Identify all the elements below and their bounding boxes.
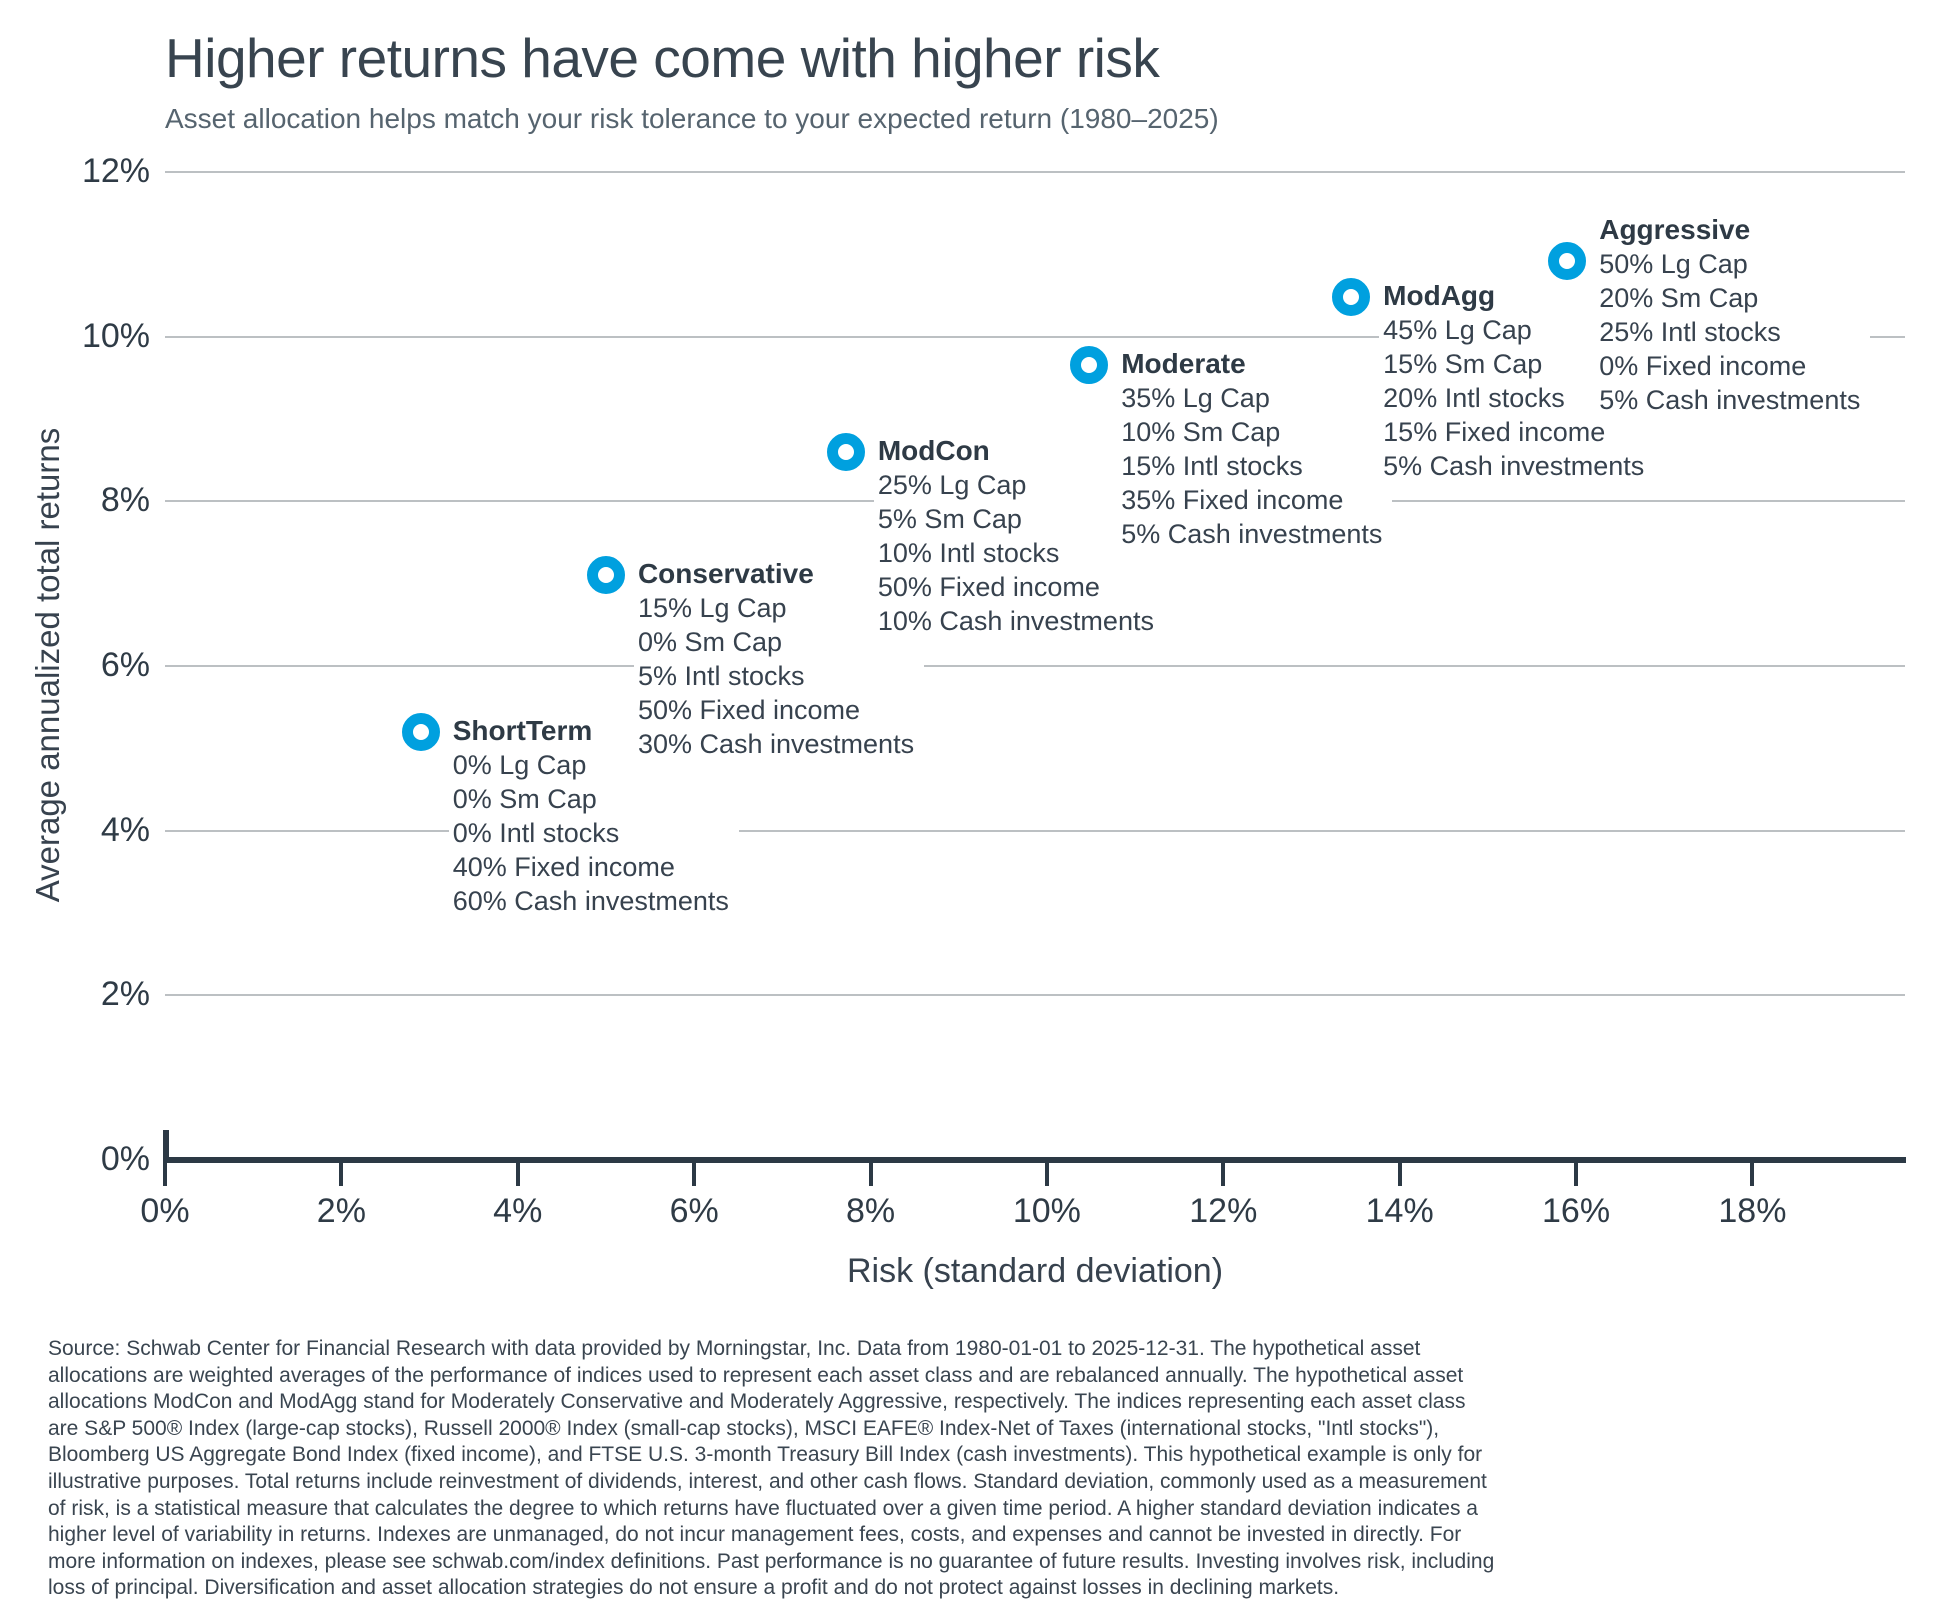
allocation-line: 10% Intl stocks [877,537,1060,568]
x-tick-0pct [163,1163,167,1186]
point-name: Conservative [637,558,814,590]
allocation-line: 40% Fixed income [452,851,675,882]
data-point-moderate [1070,346,1109,385]
point-name: Aggressive [1599,213,1751,245]
x-tick-label-8pct: 8% [845,1192,896,1230]
point-name: Moderate [1121,348,1246,380]
x-tick-label-0pct: 0% [140,1192,190,1230]
footnote: Source: Schwab Center for Financial Rese… [48,1337,1495,1600]
allocation-line: 0% Lg Cap [452,749,587,780]
allocation-line: 50% Lg Cap [1599,248,1748,279]
allocation-line: 10% Sm Cap [1121,417,1281,448]
x-tick-label-18pct: 18% [1718,1192,1787,1230]
allocation-line: 25% Lg Cap [877,469,1027,500]
y-tick-label-8pct: 8% [100,481,150,520]
gridline-12pct [165,171,1905,173]
x-tick-10pct [1044,1163,1049,1186]
x-tick-label-4pct: 4% [493,1192,543,1230]
x-axis-corner-stub [163,1130,169,1160]
plot-area: Average annualized total returns Risk (s… [29,152,1906,1290]
data-point-aggressive [1548,241,1587,280]
point-label-aggressive: Aggressive 50% Lg Cap 20% Sm Cap 25% Intl s… [1595,212,1871,419]
allocation-line: 10% Cash investments [877,605,1154,636]
x-tick-4pct [515,1163,520,1186]
allocation-line: 50% Fixed income [637,695,861,726]
x-tick-2pct [339,1163,344,1186]
allocation-line: 0% Sm Cap [637,627,782,658]
data-point-conservative [586,556,625,595]
allocation-line: 5% Cash investments [1383,451,1645,482]
allocation-line: 5% Cash investments [1599,384,1861,415]
y-tick-label-4pct: 4% [100,810,150,849]
x-axis-title: Risk (standard deviation) [846,1252,1224,1290]
y-tick-label-0pct: 0% [100,1140,150,1178]
allocation-line: 5% Intl stocks [637,661,805,692]
allocation-line: 35% Fixed income [1121,485,1344,516]
x-tick-label-6pct: 6% [669,1192,719,1230]
allocation-line: 60% Cash investments [452,885,729,916]
allocation-line: 20% Sm Cap [1599,282,1759,313]
allocation-line: 5% Cash investments [1121,519,1383,550]
y-tick-label-6pct: 6% [100,646,150,684]
point-name: ModCon [877,434,990,466]
data-point-modcon [826,432,865,471]
gridline-10pct [165,335,1905,338]
allocation-line: 20% Intl stocks [1383,383,1565,414]
x-tick-18pct [1750,1163,1755,1186]
allocation-line: 5% Sm Cap [877,503,1022,534]
allocation-line: 0% Intl stocks [452,817,620,848]
x-tick-label-2pct: 2% [316,1192,366,1230]
x-tick-12pct [1221,1163,1226,1186]
data-point-shortterm [401,712,440,751]
point-label-modcon: ModCon 25% Lg Cap 5% Sm Cap 10% Intl stocks… [873,433,1164,640]
point-label-conservative: Conservative 15% Lg Cap 0% Sm Cap 5% Intl s… [633,557,925,764]
data-point-modagg [1332,278,1371,317]
allocation-line: 35% Lg Cap [1121,383,1270,414]
allocation-line: 45% Lg Cap [1383,315,1532,346]
allocation-line: 30% Cash investments [637,729,915,760]
allocation-line: 25% Intl stocks [1599,316,1781,347]
x-tick-label-10pct: 10% [1012,1192,1081,1230]
allocation-line: 15% Intl stocks [1121,451,1303,482]
chart-title: Higher returns have come with higher ris… [165,27,1160,89]
allocation-line: 15% Sm Cap [1383,349,1543,380]
allocation-line: 15% Fixed income [1383,417,1606,448]
x-tick-label-12pct: 12% [1189,1192,1258,1230]
x-tick-8pct [868,1163,873,1186]
chart-subtitle: Asset allocation helps match your risk t… [165,103,1219,134]
x-tick-label-14pct: 14% [1365,1192,1434,1230]
gridline-4pct [165,829,1905,832]
x-tick-16pct [1574,1163,1579,1186]
allocation-line: 15% Lg Cap [637,593,787,624]
gridline-2pct [165,994,1905,997]
allocation-line: 50% Fixed income [877,571,1100,602]
allocation-line: 0% Fixed income [1599,350,1807,381]
y-tick-label-10pct: 10% [81,316,150,355]
x-tick-14pct [1397,1163,1402,1186]
allocation-line: 0% Sm Cap [452,783,597,814]
point-label-moderate: Moderate 35% Lg Cap 10% Sm Cap 15% Intl sto… [1117,347,1393,554]
point-name: ModAgg [1383,280,1496,312]
x-axis-line [163,1157,1906,1163]
point-name: ShortTerm [452,714,593,746]
gridline-6pct [165,665,1905,667]
y-tick-label-2pct: 2% [100,975,150,1014]
y-tick-label-12pct: 12% [81,152,150,190]
x-tick-label-16pct: 16% [1542,1192,1611,1230]
x-tick-6pct [692,1163,697,1186]
